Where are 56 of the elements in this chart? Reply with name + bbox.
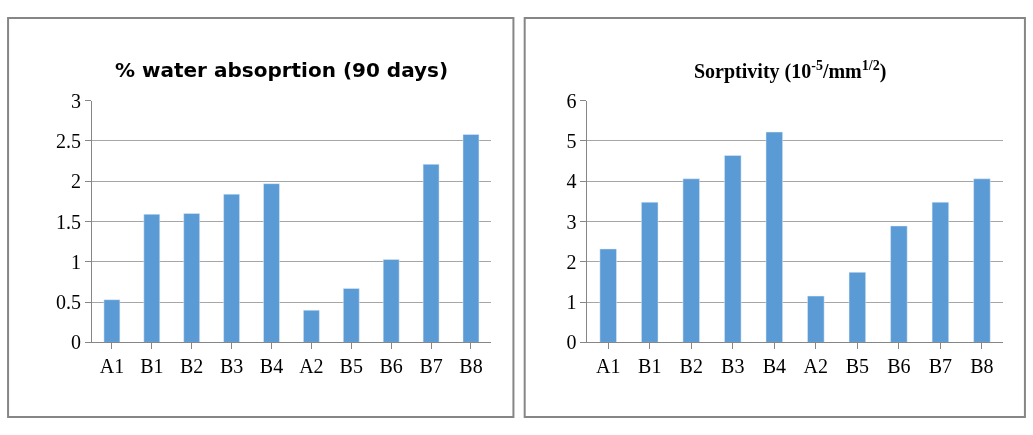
y-tick-label: 2.5	[55, 129, 81, 152]
bar	[724, 155, 742, 343]
y-tick-label: 0	[566, 331, 577, 354]
bar	[890, 225, 908, 343]
x-tick-label: B4	[762, 355, 786, 378]
x-tick-label: B1	[638, 355, 662, 378]
x-tick-label: B5	[339, 355, 363, 378]
x-tick-label: B4	[259, 355, 284, 378]
x-tick-label: B7	[419, 355, 443, 378]
bar	[641, 201, 659, 343]
bar	[682, 178, 700, 343]
x-tick-label: A2	[803, 355, 829, 378]
x-tick-label: B7	[928, 355, 953, 378]
y-tick-label: 6	[566, 89, 577, 112]
y-tick-label: 3	[566, 210, 577, 233]
bar	[103, 299, 121, 343]
bar	[462, 134, 480, 343]
y-tick-label: 0.5	[55, 291, 81, 314]
bar	[599, 248, 617, 343]
y-tick-label: 3	[70, 89, 81, 112]
y-tick-label: 1.5	[55, 210, 81, 233]
bar	[143, 214, 161, 343]
y-tick-label: 5	[566, 129, 577, 152]
bar	[422, 164, 440, 343]
x-tick-label: B8	[970, 355, 994, 378]
x-tick-label: A1	[99, 355, 125, 378]
y-tick-label: 1	[70, 250, 81, 273]
bar	[765, 131, 783, 343]
x-tick-label: B5	[845, 355, 870, 378]
bar	[931, 201, 949, 343]
x-tick-label: A2	[299, 355, 324, 378]
y-tick-label: 2	[70, 170, 81, 193]
y-tick-label: 2	[566, 250, 577, 273]
x-tick-label: B3	[219, 355, 244, 378]
bar	[303, 309, 320, 343]
chart-title: % water absoprtion (90 days)	[115, 58, 449, 82]
bar	[263, 183, 280, 343]
bar	[973, 178, 991, 343]
x-tick-label: B1	[140, 355, 164, 378]
x-tick-label: B2	[679, 355, 703, 378]
bar	[807, 295, 825, 343]
bar	[223, 193, 240, 343]
x-tick-label: B6	[379, 355, 403, 378]
bar	[183, 213, 200, 343]
bar	[382, 259, 400, 343]
y-tick-label: 4	[566, 170, 577, 193]
y-tick-label: 1	[566, 291, 577, 314]
x-tick-label: A1	[595, 355, 621, 378]
x-tick-label: B3	[721, 355, 745, 378]
bar	[343, 288, 360, 343]
x-tick-label: B8	[459, 355, 483, 378]
chart-title: Sorptivity (10$^{-5}$/mm$^{1/2}$)	[694, 58, 887, 84]
x-tick-label: B2	[180, 355, 204, 378]
bar	[848, 272, 866, 343]
x-tick-label: B6	[887, 355, 911, 378]
y-tick-label: 0	[70, 331, 81, 354]
